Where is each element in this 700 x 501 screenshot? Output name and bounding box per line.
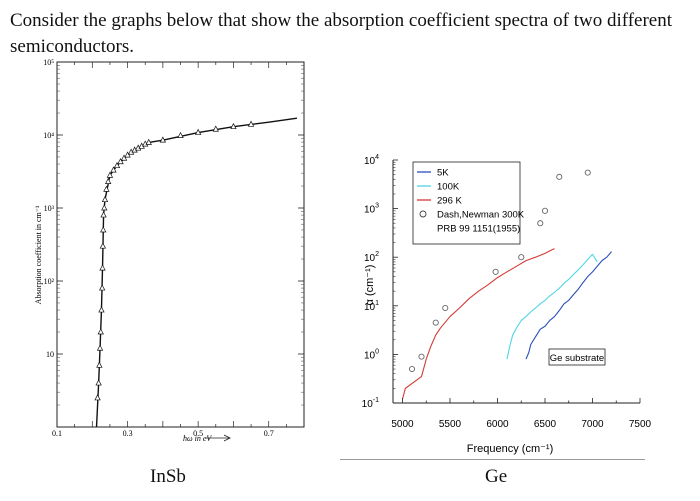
ge-dash-newman-point bbox=[541, 207, 549, 214]
ge-x-tick-label: 5500 bbox=[439, 419, 462, 430]
ge-legend-marker bbox=[419, 210, 427, 218]
ge-legend-label: 100K bbox=[437, 182, 460, 193]
caption-insb: InSb bbox=[150, 466, 186, 487]
ge-legend-box bbox=[412, 161, 521, 245]
insb-data-point bbox=[97, 328, 104, 335]
caption-ge: Ge bbox=[485, 466, 508, 487]
insb-y-tick-label: 10 bbox=[46, 350, 54, 359]
insb-x-tick-label: 0.5 bbox=[193, 429, 203, 438]
ge-dash-newman-point bbox=[442, 304, 449, 312]
ge-dash-newman-point bbox=[492, 268, 499, 275]
insb-y-tick-label: 10² bbox=[44, 277, 55, 286]
insb-data-point bbox=[101, 204, 108, 211]
insb-data-point bbox=[94, 394, 101, 401]
insb-data-point bbox=[194, 128, 202, 135]
ge-dash-newman-point bbox=[432, 319, 439, 326]
ge-x-tick-label: 7000 bbox=[581, 419, 604, 430]
insb-data-point bbox=[101, 195, 109, 203]
insb-data-point bbox=[159, 136, 167, 143]
insb-x-axis-arrow-icon bbox=[206, 434, 231, 442]
ge-x-tick-label: 6500 bbox=[534, 419, 557, 430]
insb-data-point bbox=[99, 242, 107, 249]
insb-data-point bbox=[177, 131, 184, 138]
insb-y-axis-label: Absorption coefficient in cm⁻¹ bbox=[34, 205, 43, 304]
insb-data-point bbox=[104, 177, 112, 184]
insb-data-point bbox=[110, 166, 117, 173]
ge-legend-label: Dash,Newman 300K PRB 99 1151(1955) bbox=[437, 210, 525, 235]
insb-data-point bbox=[113, 161, 121, 169]
insb-x-tick-label: 0.7 bbox=[264, 429, 274, 438]
insb-data-point bbox=[98, 284, 106, 291]
insb-y-tick-label: 10⁴ bbox=[43, 131, 54, 140]
ge-y-tick-label: 104 bbox=[364, 154, 379, 167]
ge-y-tick-label: 10-1 bbox=[362, 397, 379, 410]
insb-y-tick-label: 10⁵ bbox=[43, 58, 54, 67]
ge-y-tick-label: 103 bbox=[364, 203, 379, 216]
insb-data-point bbox=[145, 138, 152, 145]
ge-x-axis-label: Frequency (cm⁻¹) bbox=[467, 443, 554, 455]
ge-y-tick-label: 101 bbox=[364, 300, 379, 313]
ge-legend-label: 5K bbox=[437, 168, 449, 179]
insb-data-point bbox=[98, 306, 105, 313]
insb-data-point bbox=[103, 185, 110, 192]
ge-dash-newman-point bbox=[556, 173, 563, 180]
insb-data-point bbox=[106, 171, 114, 178]
ge-y-tick-label: 100 bbox=[364, 348, 379, 361]
ge-substrate-label: Ge substrate bbox=[550, 353, 604, 364]
ge-dash-newman-point bbox=[584, 169, 591, 176]
insb-x-axis-label: ħω in eV bbox=[183, 434, 212, 443]
insb-y-tick-label: 10³ bbox=[44, 204, 55, 213]
ge-series-line-1 bbox=[506, 253, 598, 360]
insb-data-point bbox=[100, 226, 107, 233]
caption-separator bbox=[340, 459, 645, 460]
ge-dash-newman-point bbox=[537, 220, 544, 227]
ge-dash-newman-point bbox=[418, 353, 425, 360]
ge-x-tick-label: 6000 bbox=[486, 419, 509, 430]
ge-dash-newman-point bbox=[518, 254, 525, 261]
insb-x-tick-label: 0.1 bbox=[52, 429, 62, 438]
insb-data-point bbox=[95, 379, 102, 386]
insb-data-point bbox=[212, 125, 219, 132]
insb-data-point bbox=[124, 151, 131, 158]
ge-y-axis-label: α (cm⁻¹) bbox=[364, 265, 376, 306]
ge-y-tick-label: 102 bbox=[364, 251, 379, 264]
ge-dash-newman-point bbox=[408, 365, 416, 373]
ge-series-line-2 bbox=[401, 248, 555, 400]
insb-data-point bbox=[120, 154, 128, 161]
insb-data-point bbox=[99, 264, 106, 271]
insb-data-point bbox=[230, 122, 237, 130]
insb-data-point bbox=[117, 157, 124, 165]
ge-substrate-box bbox=[548, 348, 606, 366]
insb-data-point bbox=[96, 361, 103, 368]
ge-x-tick-label: 7500 bbox=[629, 419, 652, 430]
insb-data-point bbox=[100, 211, 107, 218]
ge-series-line-0 bbox=[525, 251, 612, 360]
ge-x-tick-label: 5000 bbox=[391, 419, 414, 430]
insb-x-tick-label: 0.3 bbox=[123, 429, 133, 438]
insb-data-point bbox=[96, 344, 104, 351]
intro-text: Consider the graphs below that show the … bbox=[10, 10, 673, 57]
ge-legend-label: 296 K bbox=[437, 196, 462, 207]
insb-data-point bbox=[247, 120, 255, 127]
